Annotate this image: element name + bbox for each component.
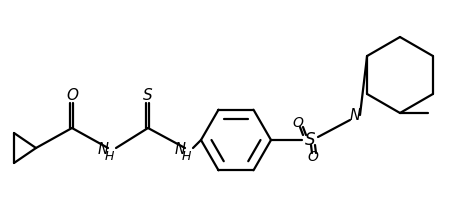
Text: H: H xyxy=(181,151,190,163)
Text: H: H xyxy=(104,151,113,163)
Text: O: O xyxy=(66,88,78,102)
Text: O: O xyxy=(292,116,303,130)
Text: N: N xyxy=(349,108,360,122)
Text: O: O xyxy=(307,150,318,164)
Text: S: S xyxy=(143,88,152,102)
Text: N: N xyxy=(97,142,108,156)
Text: S: S xyxy=(304,131,314,149)
Text: N: N xyxy=(174,142,185,156)
